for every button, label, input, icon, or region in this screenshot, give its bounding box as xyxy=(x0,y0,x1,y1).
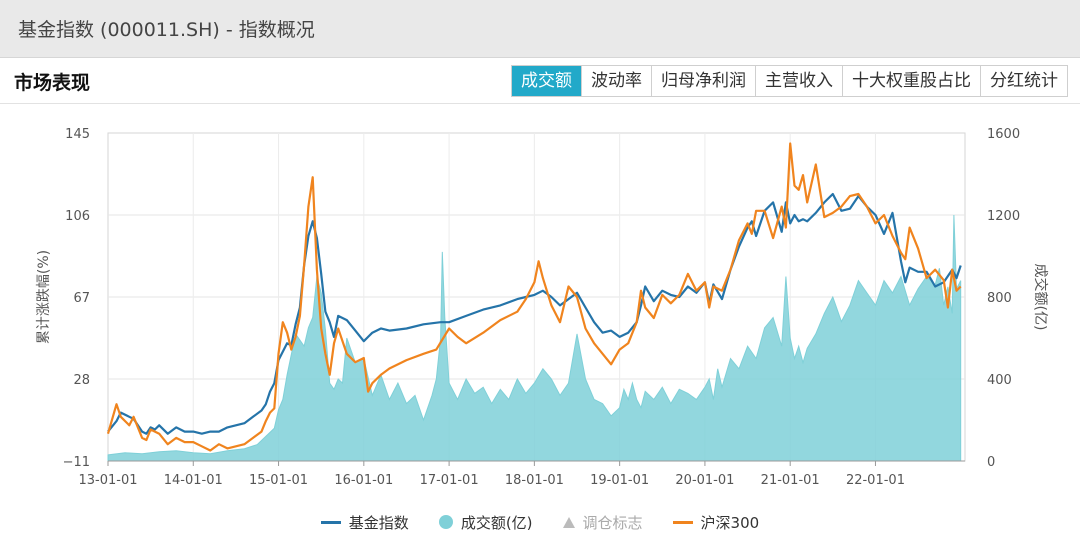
tab-1[interactable]: 波动率 xyxy=(581,66,651,96)
legend-dot-icon xyxy=(438,515,453,529)
x-tick-label: 22-01-01 xyxy=(846,473,905,488)
y-axis-title-left: 累计涨跌幅(%) xyxy=(36,250,52,344)
tab-4[interactable]: 十大权重股占比 xyxy=(842,66,980,96)
x-tick-label: 15-01-01 xyxy=(249,473,308,488)
section-title: 市场表现 xyxy=(14,72,91,94)
legend-item-3[interactable]: 沪深300 xyxy=(672,510,760,534)
tab-bar: 成交额 波动率 归母净利润 主营收入 十大权重股占比 分红统计 xyxy=(511,65,1068,97)
tab-0[interactable]: 成交额 xyxy=(512,66,581,96)
x-tick-label: 17-01-01 xyxy=(420,473,479,488)
legend-line-icon xyxy=(672,520,693,524)
y-tick-label-left: 67 xyxy=(73,291,90,306)
legend-item-1[interactable]: 成交额(亿) xyxy=(438,510,533,534)
y-tick-label-right: 1200 xyxy=(987,209,1020,224)
y-tick-label-right: 400 xyxy=(987,373,1012,388)
legend-line-icon xyxy=(320,520,341,524)
performance-chart: 145 1600 106 1200 67 800 28 400 −11 0 13-01-01 14-0… xyxy=(36,127,1049,488)
y-tick-label-right: 800 xyxy=(987,291,1012,306)
x-tick-label: 18-01-01 xyxy=(505,473,564,488)
window-title: 基金指数 (000011.SH) - 指数概况 xyxy=(18,19,315,41)
window-titlebar: 基金指数 (000011.SH) - 指数概况 xyxy=(0,0,1080,58)
line-series-layer xyxy=(106,142,962,452)
axis-layer: 145 1600 106 1200 67 800 28 400 −11 0 13-01-01 14-0… xyxy=(36,127,1049,488)
x-tick-label: 19-01-01 xyxy=(590,473,649,488)
legend-item-0[interactable]: 基金指数 xyxy=(320,510,409,534)
y-tick-label-left: 28 xyxy=(73,373,90,388)
legend-label: 成交额(亿) xyxy=(460,513,533,532)
tab-2[interactable]: 归母净利润 xyxy=(651,66,755,96)
x-tick-label: 13-01-01 xyxy=(78,473,137,488)
y-tick-label-left: 145 xyxy=(65,127,90,142)
legend-label: 沪深300 xyxy=(700,513,760,532)
x-tick-label: 21-01-01 xyxy=(761,473,820,488)
legend-label: 调仓标志 xyxy=(582,513,643,532)
y-tick-label-left: 106 xyxy=(65,209,90,224)
section-header: 市场表现 成交额 波动率 归母净利润 主营收入 十大权重股占比 分红统计 xyxy=(0,57,1080,104)
hs300-line-series xyxy=(106,142,962,452)
y-axis-title-right: 成交额(亿) xyxy=(1032,264,1049,331)
x-tick-label: 20-01-01 xyxy=(675,473,734,488)
legend-item-2[interactable]: 调仓标志 xyxy=(562,510,643,534)
x-tick-label: 14-01-01 xyxy=(164,473,223,488)
legend-label: 基金指数 xyxy=(348,513,409,532)
chart-legend: 基金指数 成交额(亿) 调仓标志 沪深300 xyxy=(0,510,1080,534)
y-tick-label-right: 0 xyxy=(987,455,995,470)
legend-triangle-icon xyxy=(562,516,575,528)
tab-5[interactable]: 分红统计 xyxy=(980,66,1067,96)
y-tick-label-right: 1600 xyxy=(987,127,1020,142)
x-tick-label: 16-01-01 xyxy=(334,473,393,488)
tab-3[interactable]: 主营收入 xyxy=(755,66,842,96)
y-tick-label-left: −11 xyxy=(63,455,90,470)
